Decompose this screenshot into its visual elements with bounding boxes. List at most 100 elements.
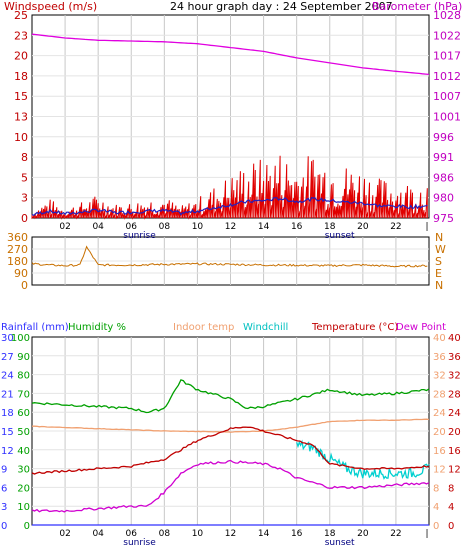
windspeed-average-series xyxy=(31,196,428,216)
humidity-tick-label: 50 xyxy=(17,427,30,438)
humidity-tick-label: 60 xyxy=(17,408,30,419)
hour-tick-label: 20 xyxy=(357,222,369,232)
rainfall-tick-label: 18 xyxy=(1,408,14,419)
windspeed-gust-series xyxy=(31,155,428,220)
humidity-axis-title: Humidity % xyxy=(68,322,126,333)
sunset-label: sunset xyxy=(325,231,355,241)
rainfall-tick-label: 21 xyxy=(1,389,14,400)
dewpoint-series xyxy=(31,459,430,513)
windspeed-tick-label: 8 xyxy=(21,151,28,164)
hour-tick-label: 10 xyxy=(192,222,204,232)
hour-tick-label: 14 xyxy=(258,529,270,539)
temperature-tick-label: 36 xyxy=(448,352,461,363)
indoor-temp-tick-label: 24 xyxy=(433,408,446,419)
direction-tick-label: 270 xyxy=(7,243,28,256)
windspeed-tick-label: 3 xyxy=(21,192,28,205)
rainfall-tick-label: 9 xyxy=(1,465,7,476)
temperature-tick-label: 0 xyxy=(448,521,454,532)
hour-tick-label: 18 xyxy=(324,529,336,539)
hour-tick-label: 18 xyxy=(324,222,336,232)
barometer-tick-label: 1001 xyxy=(433,111,461,124)
windchill-series xyxy=(296,439,430,480)
barometer-tick-label: 986 xyxy=(433,171,454,184)
barometer-axis-title: Barometer (hPa) xyxy=(372,0,462,13)
temperature-tick-label: 8 xyxy=(448,483,454,494)
sunrise-label: sunrise xyxy=(123,538,156,548)
indoor-temp-tick-label: 32 xyxy=(433,371,446,382)
chart-series xyxy=(31,33,430,526)
barometer-tick-label: 975 xyxy=(433,212,454,225)
windchill-label: Windchill xyxy=(243,322,288,333)
windspeed-tick-label: 0 xyxy=(21,212,28,225)
temperature-series xyxy=(31,426,430,475)
hour-tick-label: 12 xyxy=(225,222,236,232)
temperature-axis-title: Temperature (°C) xyxy=(311,322,398,333)
barometer-tick-label: 1017 xyxy=(433,50,461,63)
humidity-tick-label: 10 xyxy=(17,502,30,513)
rainfall-tick-label: 27 xyxy=(1,352,14,363)
temperature-tick-label: 20 xyxy=(448,427,461,438)
hour-tick-label: 16 xyxy=(291,222,303,232)
rainfall-axis-title: Rainfall (mm) xyxy=(1,322,69,333)
humidity-tick-label: 90 xyxy=(17,352,30,363)
barometer-tick-label: 1012 xyxy=(433,70,461,83)
grid-lines: 02 04 06 08 10 12 14 16 18 20 22 | sunrise sunset 02 04… xyxy=(32,15,429,548)
windspeed-tick-label: 15 xyxy=(14,90,28,103)
hour-tick-label: 06 xyxy=(126,222,138,232)
hour-tick-label: 10 xyxy=(192,529,204,539)
barometer-tick-label: 1007 xyxy=(433,90,461,103)
humidity-tick-label: 0 xyxy=(24,521,30,532)
hour-tick-label: 02 xyxy=(59,222,70,232)
indoor-temp-tick-label: 20 xyxy=(433,427,446,438)
hour-tick-label: 14 xyxy=(258,222,270,232)
temperature-tick-label: 12 xyxy=(448,465,461,476)
compass-tick-label: N xyxy=(435,279,443,292)
indoor-temp-tick-label: 16 xyxy=(433,446,446,457)
direction-tick-label: 90 xyxy=(14,267,28,280)
compass-tick-label: S xyxy=(435,255,442,268)
temperature-tick-label: 40 xyxy=(448,333,461,344)
hour-tick-label: 08 xyxy=(159,529,171,539)
sunset-label: sunset xyxy=(325,538,355,548)
hour-tick-label: 20 xyxy=(357,529,369,539)
windspeed-tick-label: 18 xyxy=(14,70,28,83)
hour-tick-label: 08 xyxy=(159,222,171,232)
rainfall-tick-label: 30 xyxy=(1,333,14,344)
hour-tick-label: | xyxy=(425,529,428,539)
temperature-tick-label: 4 xyxy=(448,502,454,513)
rainfall-tick-label: 0 xyxy=(1,521,7,532)
windspeed-tick-label: 25 xyxy=(14,9,28,22)
chart-title: 24 hour graph day : 24 September 2007 xyxy=(170,0,393,13)
rainfall-tick-label: 3 xyxy=(1,502,7,513)
dewpoint-label: Dew Point xyxy=(396,322,446,333)
indoor-temp-tick-label: 40 xyxy=(433,333,446,344)
indoor-temp-tick-label: 0 xyxy=(433,521,439,532)
humidity-tick-label: 100 xyxy=(11,333,30,344)
windspeed-tick-label: 10 xyxy=(14,131,28,144)
windspeed-tick-label: 13 xyxy=(14,111,28,124)
humidity-series xyxy=(31,379,430,414)
hour-tick-label: | xyxy=(425,222,428,232)
compass-tick-label: N xyxy=(435,231,443,244)
temperature-tick-label: 24 xyxy=(448,408,461,419)
barometer-tick-label: 1028 xyxy=(433,9,461,22)
humidity-tick-label: 20 xyxy=(17,483,30,494)
barometer-tick-label: 996 xyxy=(433,131,454,144)
compass-tick-label: W xyxy=(435,243,446,256)
windspeed-axis-title: Windspeed (m/s) xyxy=(4,0,97,13)
rainfall-tick-label: 24 xyxy=(1,371,14,382)
indoor-temp-series xyxy=(32,418,430,433)
rainfall-tick-label: 12 xyxy=(1,446,14,457)
barometer-series xyxy=(31,33,430,76)
wind-panel-axes: 0 3 5 8 10 13 15 18 20 23 25 975 980 986 991 996 1001 100… xyxy=(14,9,461,225)
humidity-tick-label: 40 xyxy=(17,446,30,457)
humidity-tick-label: 30 xyxy=(17,465,30,476)
hour-tick-label: 04 xyxy=(92,529,104,539)
indoor-temp-tick-label: 12 xyxy=(433,465,446,476)
compass-tick-label: E xyxy=(435,267,442,280)
barometer-tick-label: 1022 xyxy=(433,29,461,42)
hour-tick-label: 12 xyxy=(225,529,236,539)
wind-direction-series xyxy=(31,245,428,268)
indoor-temp-tick-label: 36 xyxy=(433,352,446,363)
